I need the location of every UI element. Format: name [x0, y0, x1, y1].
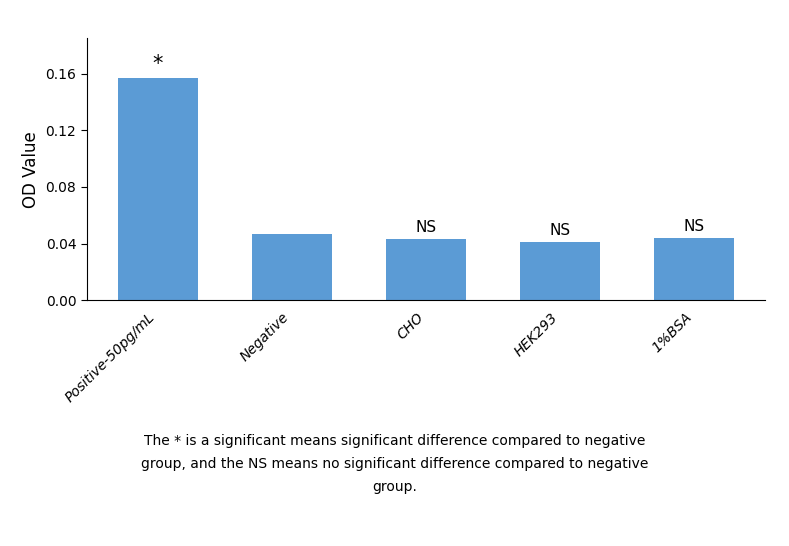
Bar — [386, 239, 466, 300]
Text: The * is a significant means significant difference compared to negative
group, : The * is a significant means significant… — [140, 434, 649, 494]
Bar — [520, 242, 600, 300]
Y-axis label: OD Value: OD Value — [22, 131, 40, 207]
Bar — [118, 78, 198, 300]
Bar — [252, 234, 332, 300]
Text: NS: NS — [550, 223, 570, 238]
Text: NS: NS — [684, 219, 705, 234]
Text: NS: NS — [416, 220, 436, 235]
Text: *: * — [153, 54, 163, 74]
Bar — [654, 238, 735, 300]
